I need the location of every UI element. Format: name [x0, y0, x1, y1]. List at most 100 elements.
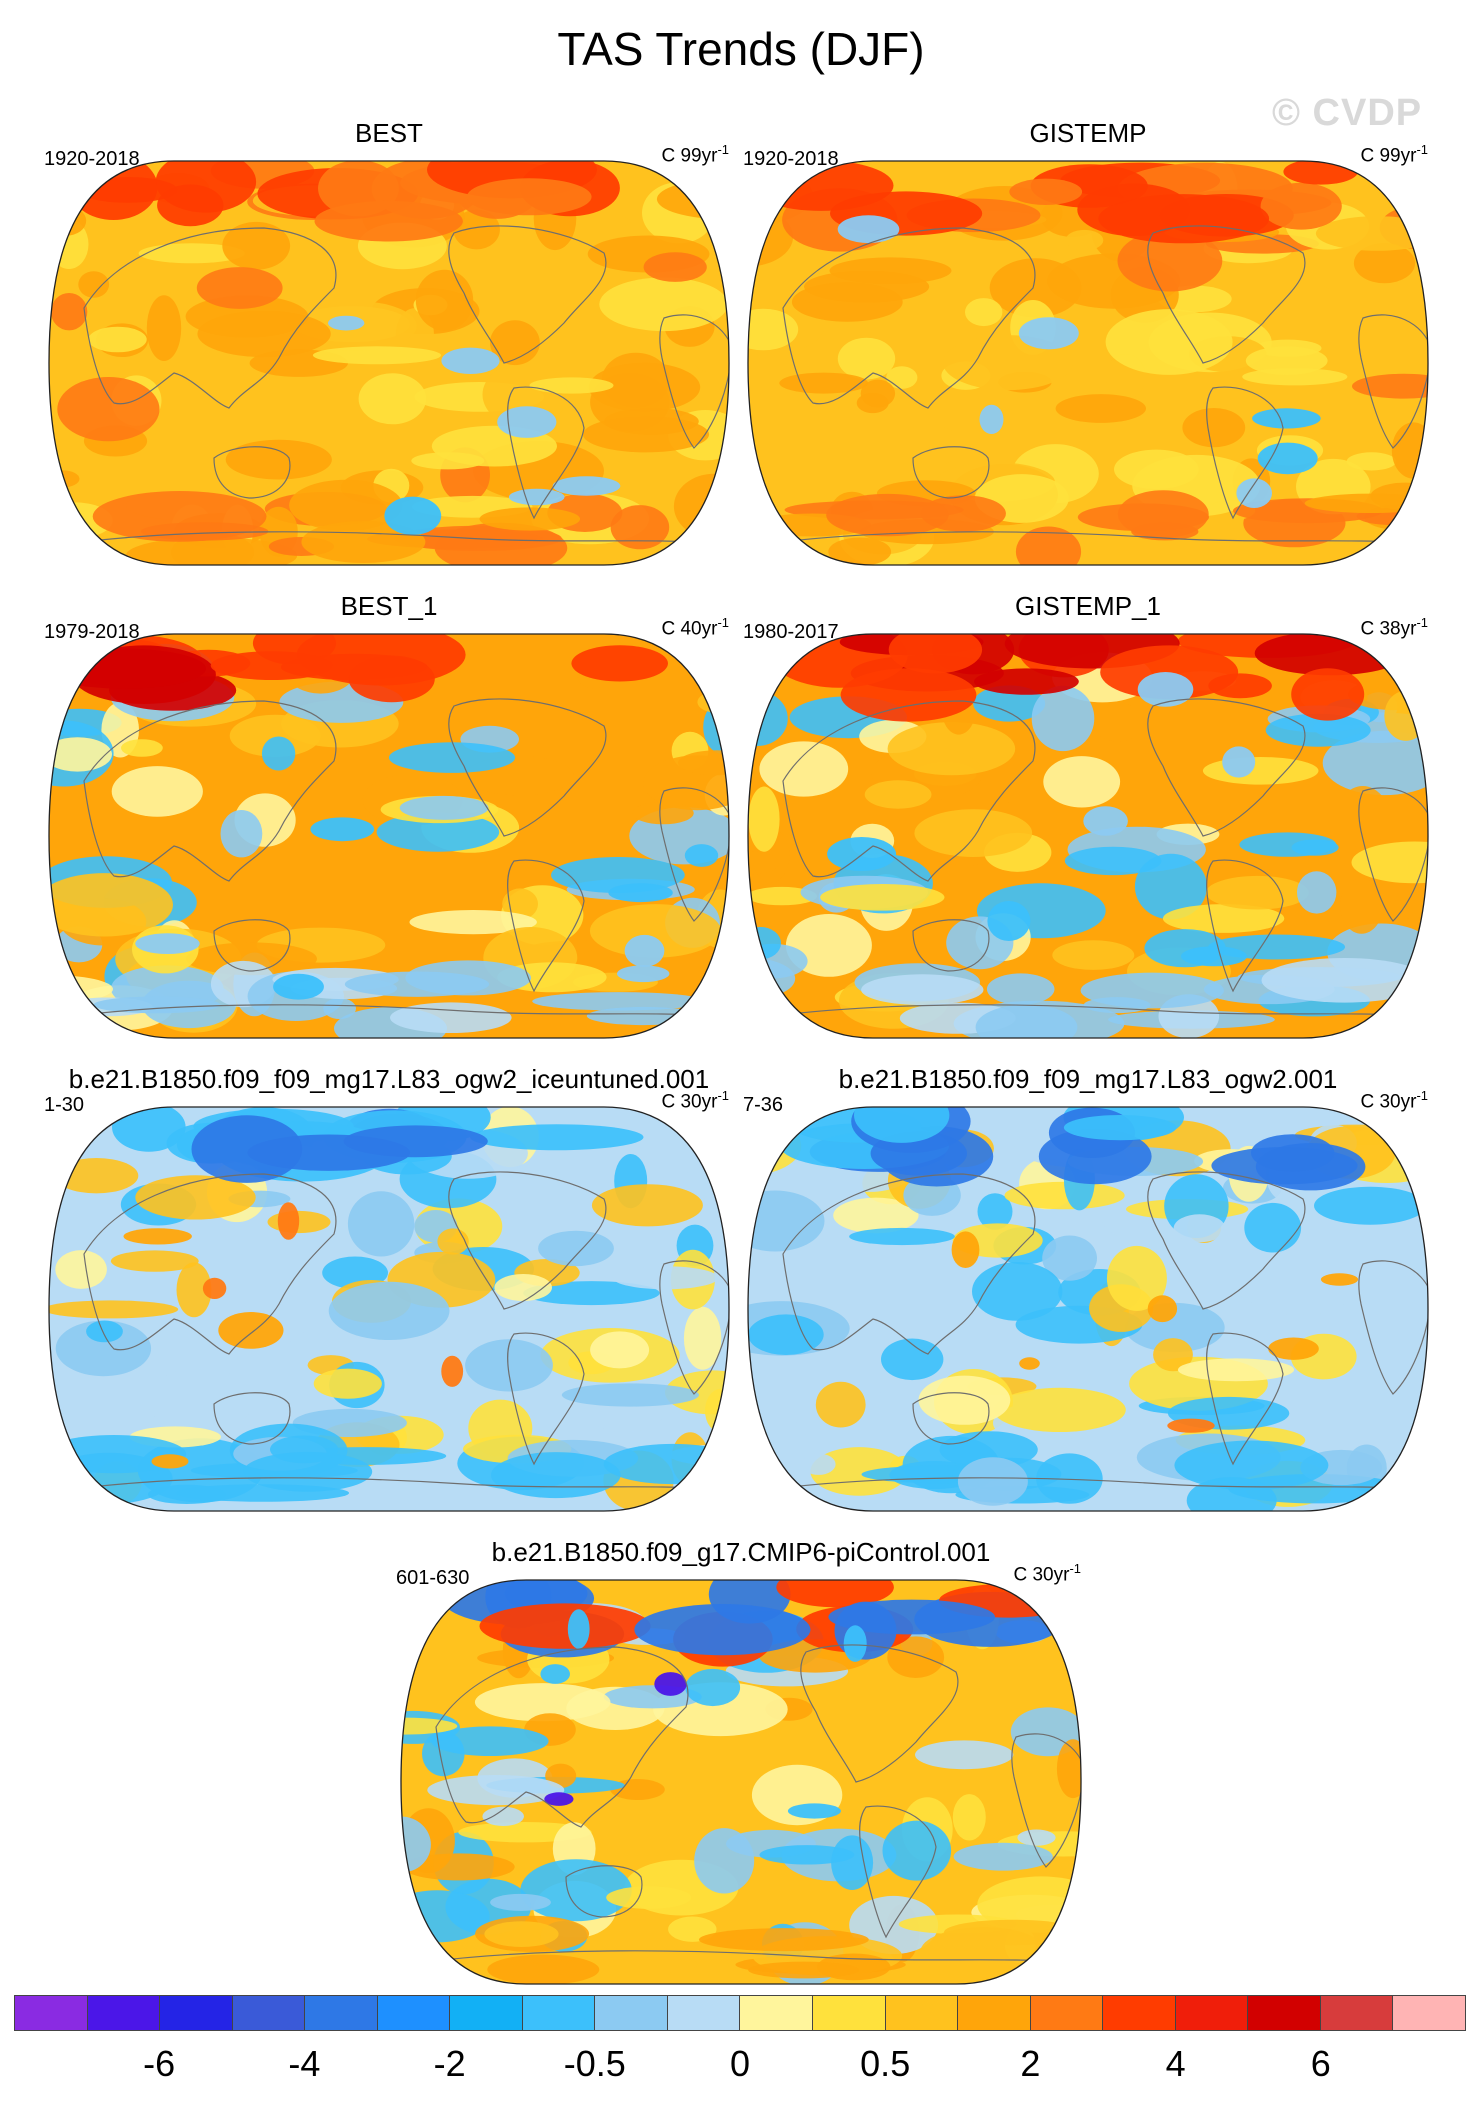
anomaly-region	[427, 1775, 565, 1806]
trend-map	[400, 1579, 1082, 1985]
coastline	[73, 1477, 715, 1511]
anomaly-region	[1015, 526, 1082, 565]
anomaly-region	[801, 1453, 836, 1475]
anomaly-region	[1260, 182, 1342, 230]
anomaly-region	[431, 1726, 549, 1756]
panel-period: 1-30	[44, 1094, 85, 1116]
map-panel-ogw2-iceuntuned: b.e21.B1850.f09_f09_mg17.L83_ogw2_iceunt…	[44, 1064, 734, 1512]
anomaly-region	[590, 1331, 650, 1369]
coastline	[772, 531, 1414, 565]
anomaly-region	[54, 1158, 139, 1194]
anomaly-region	[529, 377, 614, 394]
anomaly-region	[1181, 946, 1247, 967]
anomaly-region	[138, 243, 245, 264]
anomaly-region	[655, 1139, 691, 1181]
trend-map	[747, 633, 1429, 1039]
anomaly-region	[1379, 900, 1428, 919]
colorbar-swatch	[377, 1996, 451, 2030]
trend-map	[747, 160, 1429, 566]
colorbar-swatch	[1393, 1996, 1465, 2030]
anomaly-region	[888, 634, 983, 674]
anomaly-region	[146, 295, 182, 361]
colorbar-swatch	[1030, 1996, 1104, 2030]
map-boundary	[747, 633, 1429, 1039]
coastline	[448, 698, 607, 837]
anomaly-region	[1384, 690, 1428, 741]
anomaly-region	[748, 786, 780, 852]
anomaly-region	[1043, 756, 1121, 808]
colorbar-swatch	[1248, 1996, 1321, 2030]
coastline	[448, 1171, 607, 1310]
anomaly-region	[974, 668, 1079, 695]
colorbar-swatch	[1175, 1996, 1249, 2030]
colorbar-swatch	[232, 1996, 306, 2030]
panel-units: C 38yr-1	[1360, 615, 1428, 640]
anomaly-region	[497, 406, 557, 438]
anomaly-region	[1063, 1115, 1177, 1141]
coastline	[782, 227, 1036, 409]
panel-period: 1979-2018	[44, 621, 140, 643]
coastline	[448, 225, 607, 364]
anomaly-region	[1182, 408, 1246, 448]
anomaly-region	[93, 996, 221, 1014]
anomaly-region	[1336, 786, 1389, 848]
colorbar-tick-label: 4	[1165, 2043, 1186, 2084]
anomaly-region	[479, 1603, 651, 1649]
coastline	[912, 446, 990, 499]
coastline	[83, 700, 337, 882]
anomaly-region	[77, 177, 178, 203]
anomaly-region	[479, 507, 581, 531]
anomaly-region	[313, 1368, 382, 1399]
anomaly-region	[886, 366, 918, 389]
anomaly-region	[759, 1845, 855, 1865]
anomaly-region	[312, 346, 442, 365]
anomaly-region	[787, 1803, 841, 1819]
anomaly-region	[748, 1961, 860, 1979]
anomaly-region	[1346, 452, 1397, 471]
coastline	[425, 1950, 1067, 1984]
anomaly-region	[882, 1820, 952, 1881]
anomaly-region	[441, 1355, 464, 1387]
trend-map	[48, 160, 730, 566]
coastline	[1147, 698, 1306, 837]
anomaly-region	[914, 809, 1033, 857]
panel-units: C 30yr-1	[1013, 1561, 1081, 1586]
anomaly-region	[1205, 875, 1309, 910]
map-panel-best-1: BEST_1 1979-2018 C 40yr-1	[44, 591, 734, 1039]
coastline	[213, 919, 291, 972]
anomaly-region	[49, 1300, 179, 1319]
anomaly-region	[591, 1184, 703, 1227]
anomaly-region	[582, 416, 710, 453]
anomaly-region	[1134, 853, 1207, 920]
anomaly-region	[1322, 730, 1428, 796]
anomaly-region	[1162, 904, 1285, 933]
coastline	[1147, 225, 1306, 364]
anomaly-region	[270, 1435, 339, 1464]
anomaly-region	[220, 810, 263, 858]
anomaly-region	[699, 1928, 869, 1952]
anomaly-region	[171, 532, 255, 565]
anomaly-region	[487, 1954, 600, 1984]
colorbar-swatch	[813, 1996, 886, 2030]
anomaly-region	[222, 221, 291, 270]
anomaly-region	[1304, 493, 1428, 513]
panel-period: 1920-2018	[743, 148, 839, 170]
anomaly-region	[694, 1828, 755, 1894]
anomaly-region	[277, 1202, 300, 1240]
anomaly-region	[135, 1175, 256, 1220]
anomaly-region	[55, 1250, 107, 1289]
coastline	[507, 386, 585, 520]
coastline	[659, 787, 729, 922]
colorbar-swatch	[595, 1996, 668, 2030]
coastline	[912, 1392, 990, 1445]
anomaly-region	[110, 1250, 199, 1272]
anomaly-region	[1186, 1477, 1277, 1511]
anomaly-region	[634, 1604, 811, 1656]
anomaly-region	[112, 1107, 186, 1152]
anomaly-region	[965, 298, 1003, 327]
anomaly-region	[942, 335, 1073, 391]
map-panel-ogw2: b.e21.B1850.f09_f09_mg17.L83_ogw2.001 7-…	[743, 1064, 1433, 1512]
colorbar-tick-label: -2	[433, 2043, 466, 2084]
anomaly-region	[1244, 1202, 1302, 1253]
coastline	[782, 1173, 1036, 1355]
